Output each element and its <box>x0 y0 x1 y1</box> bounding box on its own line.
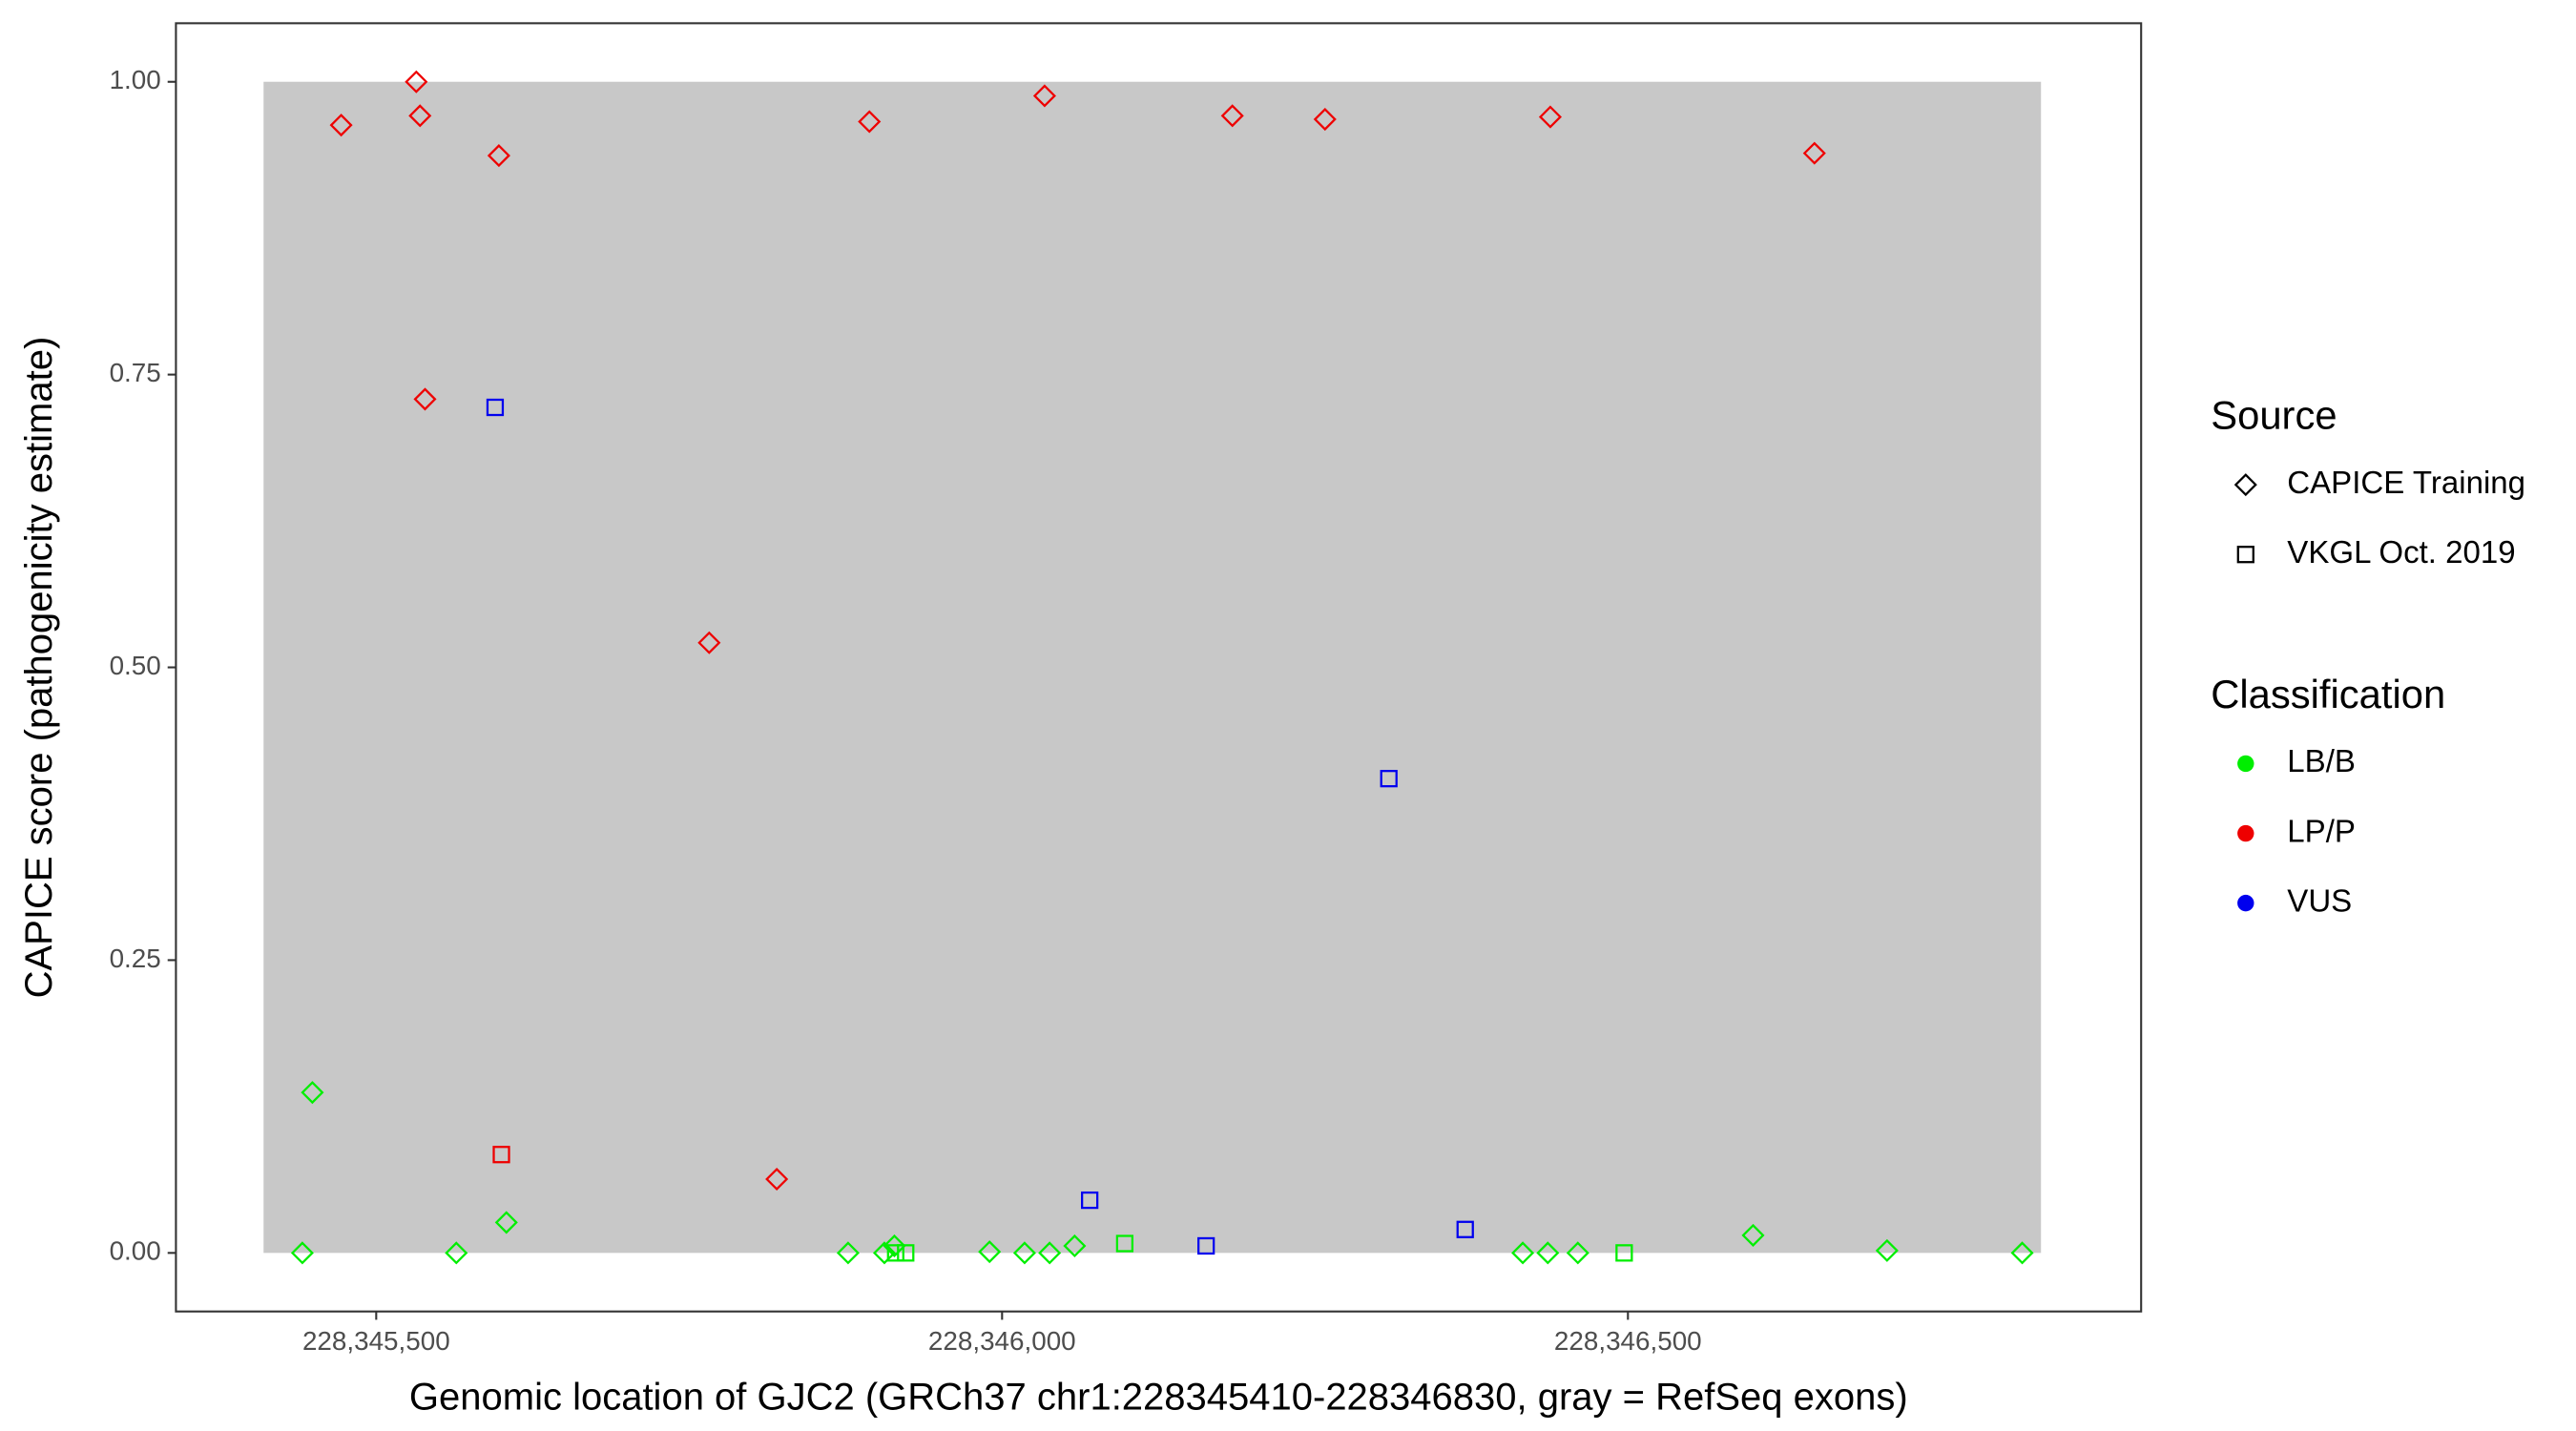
legend-title: Source <box>2211 393 2337 438</box>
point <box>765 1167 789 1192</box>
x-axis-title: Genomic location of GJC2 (GRCh37 chr1:22… <box>409 1376 1908 1418</box>
legend-label: LP/P <box>2287 814 2356 849</box>
y-tick-label: 0.50 <box>110 651 161 680</box>
point <box>883 1234 906 1258</box>
point <box>408 104 432 128</box>
point <box>486 398 505 417</box>
point <box>405 70 428 93</box>
y-tick-label: 0.00 <box>110 1236 161 1266</box>
point <box>836 1241 860 1265</box>
legend-label: VUS <box>2287 883 2352 919</box>
legend-key <box>2237 755 2254 773</box>
point <box>897 1244 915 1262</box>
point <box>413 387 437 411</box>
y-tick-label: 1.00 <box>110 65 161 94</box>
point <box>301 1081 324 1105</box>
point <box>1536 1241 1560 1265</box>
point <box>445 1241 468 1265</box>
point <box>697 631 721 654</box>
legend-key <box>2237 894 2254 912</box>
point <box>858 110 882 134</box>
point <box>290 1241 314 1265</box>
legend-label: LB/B <box>2287 744 2356 779</box>
legend-key <box>2237 824 2254 842</box>
point <box>492 1146 510 1164</box>
x-tick-label: 228,346,500 <box>1554 1326 1702 1356</box>
legend-title: Classification <box>2211 672 2445 716</box>
legend-label: VKGL Oct. 2019 <box>2287 535 2515 570</box>
point <box>487 144 510 168</box>
point <box>1063 1234 1087 1258</box>
point <box>1538 105 1562 129</box>
point <box>2010 1241 2034 1265</box>
point <box>1802 141 1826 165</box>
point <box>1038 1241 1062 1265</box>
point <box>1456 1220 1474 1238</box>
point <box>1012 1241 1036 1265</box>
x-tick-label: 228,346,000 <box>928 1326 1076 1356</box>
point <box>886 1244 904 1262</box>
point <box>1115 1234 1134 1253</box>
legend-label: CAPICE Training <box>2287 466 2525 501</box>
point <box>1313 107 1337 132</box>
legend-key <box>2236 546 2254 564</box>
point <box>1197 1236 1215 1255</box>
point <box>872 1241 897 1265</box>
point <box>1380 770 1398 788</box>
point <box>1875 1238 1899 1262</box>
y-tick-label: 0.75 <box>110 358 161 387</box>
x-tick-label: 228,345,500 <box>302 1326 450 1356</box>
point <box>329 114 353 137</box>
point <box>1220 104 1244 128</box>
legend-key <box>2233 473 2257 497</box>
point <box>1566 1241 1589 1265</box>
point <box>1081 1191 1099 1210</box>
point <box>1511 1241 1535 1265</box>
point <box>1741 1223 1765 1247</box>
y-tick-label: 0.25 <box>110 944 161 973</box>
point <box>494 1211 518 1234</box>
exon-region <box>263 81 2042 1254</box>
point <box>1032 84 1056 108</box>
point <box>978 1240 1002 1264</box>
point <box>1615 1244 1633 1262</box>
y-axis-title: CAPICE score (pathogenicity estimate) <box>18 337 60 999</box>
